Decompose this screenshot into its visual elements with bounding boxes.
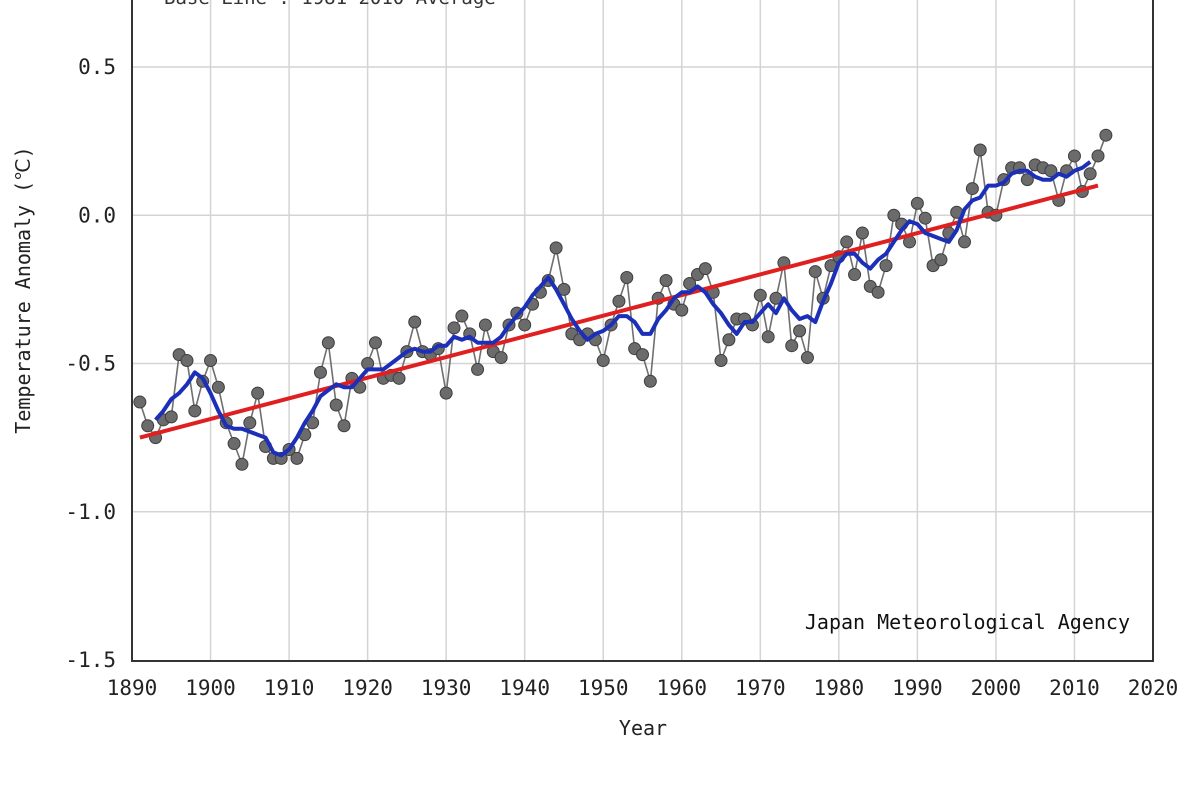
annual-point (478, 318, 492, 332)
annual-point (808, 265, 822, 279)
annual-point (659, 273, 673, 287)
annual-point (549, 241, 563, 255)
annual-point (643, 374, 657, 388)
annual-point (243, 416, 257, 430)
x-axis-title: Year (619, 716, 667, 740)
annual-point (1067, 149, 1081, 163)
annual-point (855, 226, 869, 240)
annual-point (447, 321, 461, 335)
annual-point (675, 303, 689, 317)
x-tick-label: 1890 (107, 676, 158, 700)
annual-point (871, 285, 885, 299)
annual-point (141, 419, 155, 433)
annual-point (368, 336, 382, 350)
annual-point (785, 339, 799, 353)
x-tick-label: 2010 (1049, 676, 1100, 700)
annual-point (879, 259, 893, 273)
x-tick-label: 1930 (421, 676, 472, 700)
annual-point (494, 351, 508, 365)
annual-point (848, 268, 862, 282)
annual-point (439, 386, 453, 400)
y-tick-label: 0.0 (78, 203, 116, 227)
annual-point (761, 330, 775, 344)
annual-point (188, 404, 202, 418)
y-tick-label: -0.5 (65, 352, 116, 376)
annual-point (164, 410, 178, 424)
annual-point (714, 354, 728, 368)
x-tick-label: 1970 (735, 676, 786, 700)
running-mean-line (154, 160, 1092, 458)
annual-point (321, 336, 335, 350)
grid (132, 0, 1153, 660)
plot-frame (131, 0, 1154, 662)
annual-point (251, 386, 265, 400)
x-tick-label: 1900 (185, 676, 236, 700)
annual-point (235, 457, 249, 471)
top-note: Base Line : 1981-2010 Average (164, 0, 496, 9)
annual-point (683, 276, 697, 290)
annual-point (910, 196, 924, 210)
annual-point (211, 380, 225, 394)
annual-point (329, 398, 343, 412)
annual-point (620, 271, 634, 285)
annual-point (313, 365, 327, 379)
annual-point (1091, 149, 1105, 163)
annual-point (204, 354, 218, 368)
annual-point (753, 288, 767, 302)
annual-point (455, 309, 469, 323)
annual-point (698, 262, 712, 276)
annual-point (290, 451, 304, 465)
x-tick-label: 1980 (814, 676, 865, 700)
x-tick-label: 2020 (1128, 676, 1179, 700)
y-tick-label: 0.5 (78, 55, 116, 79)
annual-point (840, 235, 854, 249)
x-tick-label: 2000 (971, 676, 1022, 700)
annual-point (337, 419, 351, 433)
credit-label: Japan Meteorological Agency (805, 610, 1130, 634)
annual-point (180, 354, 194, 368)
annual-point (392, 371, 406, 385)
annual-series-line (139, 134, 1107, 468)
annual-point (518, 318, 532, 332)
annual-point (973, 143, 987, 157)
x-tick-label: 1920 (342, 676, 393, 700)
tick-labels: 1890 1900 1910 1920 1930 1940 1950 1960 1970 1980… (65, 55, 1178, 700)
annual-point (1099, 128, 1113, 142)
annual-point (596, 354, 610, 368)
annual-point (887, 208, 901, 222)
annual-point (1044, 164, 1058, 178)
y-tick-label: -1.5 (65, 648, 116, 672)
series-layer (133, 128, 1113, 471)
annual-point (800, 351, 814, 365)
x-tick-label: 1960 (656, 676, 707, 700)
y-tick-label: -1.0 (65, 500, 116, 524)
annual-point (934, 253, 948, 267)
y-axis-title: Temperature Anomaly (℃) (11, 146, 35, 433)
annual-point (918, 211, 932, 225)
x-tick-label: 1910 (264, 676, 315, 700)
x-tick-label: 1940 (499, 676, 550, 700)
annual-point (958, 235, 972, 249)
annual-point (408, 315, 422, 329)
annual-point (471, 362, 485, 376)
x-tick-label: 1990 (892, 676, 943, 700)
annual-point (227, 437, 241, 451)
annual-point (1020, 173, 1034, 187)
annual-point (133, 395, 147, 409)
annual-point (636, 348, 649, 362)
x-tick-label: 1950 (578, 676, 629, 700)
annual-point (965, 182, 979, 196)
annual-point (1083, 167, 1097, 181)
annual-point (612, 294, 626, 308)
annual-point (793, 324, 807, 338)
annual-point (722, 333, 736, 347)
trend-line (139, 183, 1099, 440)
